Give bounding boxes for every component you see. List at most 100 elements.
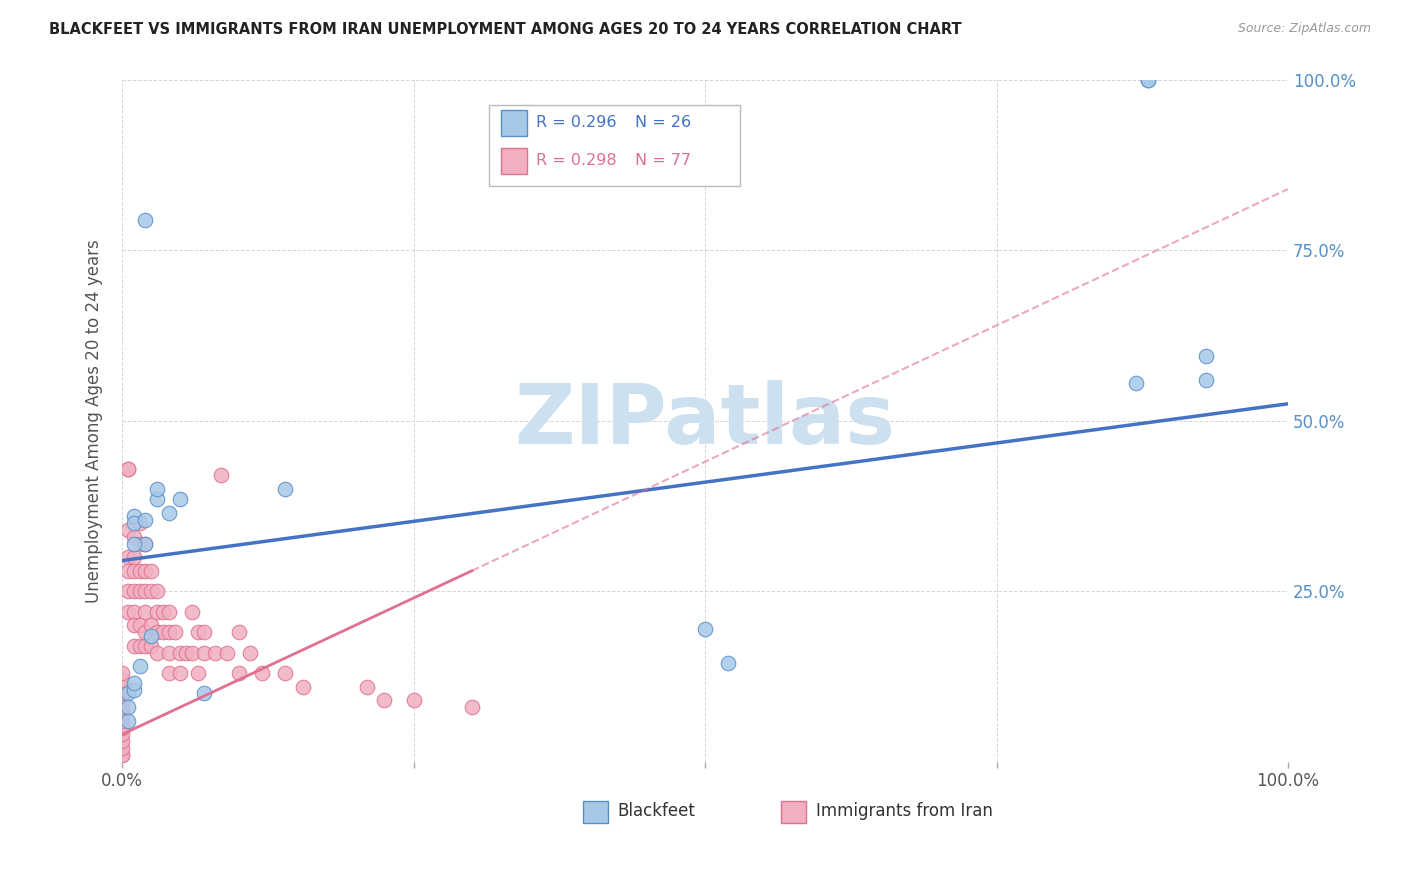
Point [1137, 73, 1160, 87]
Point [157, 605, 180, 619]
Point [111, 673, 134, 687]
Point [111, 680, 134, 694]
Point [174, 646, 197, 660]
FancyBboxPatch shape [501, 148, 527, 174]
FancyBboxPatch shape [780, 801, 807, 823]
Point [117, 700, 139, 714]
Point [122, 564, 145, 578]
Point [152, 625, 174, 640]
Point [122, 605, 145, 619]
Point [134, 584, 156, 599]
Point [117, 564, 139, 578]
Point [117, 461, 139, 475]
Point [146, 492, 169, 507]
Point [181, 605, 204, 619]
FancyBboxPatch shape [501, 110, 527, 136]
Text: Immigrants from Iran: Immigrants from Iran [815, 802, 993, 820]
Point [181, 646, 204, 660]
Point [111, 721, 134, 735]
Point [373, 693, 395, 707]
Point [152, 605, 174, 619]
Point [117, 605, 139, 619]
Point [122, 536, 145, 550]
Point [134, 212, 156, 227]
Point [169, 492, 191, 507]
Point [250, 666, 273, 681]
Point [157, 646, 180, 660]
Point [461, 700, 484, 714]
Point [111, 693, 134, 707]
Point [1137, 73, 1160, 87]
Point [187, 666, 209, 681]
Point [274, 666, 297, 681]
Point [111, 747, 134, 762]
Point [193, 646, 215, 660]
Point [122, 676, 145, 690]
Point [146, 625, 169, 640]
Point [1195, 373, 1218, 387]
Point [1125, 376, 1147, 391]
Point [134, 605, 156, 619]
Point [111, 747, 134, 762]
FancyBboxPatch shape [489, 105, 740, 186]
Text: ZIPatlas: ZIPatlas [515, 380, 896, 461]
Point [128, 618, 150, 632]
Text: N = 77: N = 77 [636, 153, 692, 168]
Point [157, 666, 180, 681]
Point [1195, 349, 1218, 363]
Text: N = 26: N = 26 [636, 115, 692, 130]
Point [193, 625, 215, 640]
Point [122, 550, 145, 565]
Point [117, 686, 139, 700]
Point [128, 536, 150, 550]
Point [356, 680, 378, 694]
Point [134, 513, 156, 527]
Point [228, 666, 250, 681]
Point [134, 625, 156, 640]
Point [146, 646, 169, 660]
Point [157, 625, 180, 640]
Text: R = 0.296: R = 0.296 [536, 115, 616, 130]
Point [117, 584, 139, 599]
Point [111, 666, 134, 681]
Point [141, 564, 163, 578]
Point [169, 666, 191, 681]
Point [117, 714, 139, 728]
Point [717, 656, 740, 670]
Point [141, 618, 163, 632]
Point [209, 468, 232, 483]
Point [128, 639, 150, 653]
FancyBboxPatch shape [582, 801, 609, 823]
Point [134, 639, 156, 653]
Point [228, 625, 250, 640]
Point [163, 625, 186, 640]
Point [128, 584, 150, 599]
Point [215, 646, 238, 660]
Point [117, 461, 139, 475]
Point [111, 700, 134, 714]
Point [117, 523, 139, 537]
Point [128, 516, 150, 530]
Point [134, 536, 156, 550]
Point [146, 482, 169, 496]
Point [146, 605, 169, 619]
Point [111, 686, 134, 700]
Point [169, 646, 191, 660]
Point [141, 639, 163, 653]
Point [128, 659, 150, 673]
Point [122, 683, 145, 698]
Point [122, 530, 145, 544]
Point [111, 734, 134, 748]
Point [141, 629, 163, 643]
Point [111, 727, 134, 741]
Point [291, 680, 314, 694]
Text: R = 0.298: R = 0.298 [536, 153, 617, 168]
Point [187, 625, 209, 640]
Point [111, 706, 134, 721]
Point [122, 639, 145, 653]
Y-axis label: Unemployment Among Ages 20 to 24 years: Unemployment Among Ages 20 to 24 years [86, 239, 103, 603]
Point [204, 646, 226, 660]
Point [134, 564, 156, 578]
Point [239, 646, 262, 660]
Point [122, 509, 145, 524]
